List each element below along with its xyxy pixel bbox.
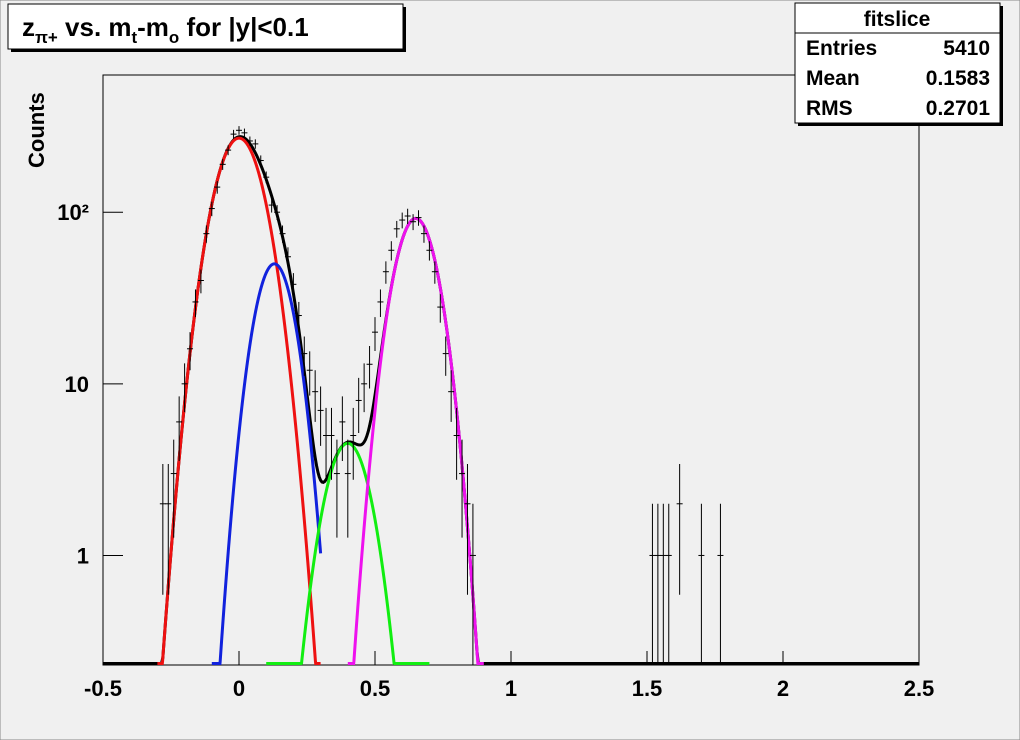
plot-area	[103, 126, 919, 665]
x-tick-label: 2	[777, 676, 789, 701]
stats-label: Mean	[806, 67, 860, 90]
stats-value: 0.1583	[926, 67, 990, 90]
text-part: -m	[137, 12, 169, 42]
stats-label: Entries	[806, 37, 877, 60]
x-tick-label: 1.5	[632, 676, 663, 701]
text-part: for |y|<0.1	[179, 12, 308, 42]
x-tick-label: 1	[505, 676, 517, 701]
stats-label: RMS	[806, 97, 853, 120]
text-subscript: t	[132, 28, 138, 47]
stats-box	[794, 2, 1001, 124]
y-tick-label: 10²	[57, 200, 89, 225]
fit-curve	[211, 262, 323, 665]
stats-rows: Entries 5410 Mean 0.1583 RMS 0.2701	[806, 37, 990, 120]
y-tick-label: 10	[65, 372, 89, 397]
x-tick-label: 0.5	[360, 676, 391, 701]
text-part: vs. m	[58, 12, 132, 42]
stats-value: 0.2701	[926, 97, 991, 120]
y-axis-label: Counts	[24, 92, 49, 168]
stats-title: fitslice	[864, 8, 931, 31]
y-tick-label: 1	[77, 543, 89, 568]
x-tick-label: -0.5	[84, 676, 122, 701]
x-tick-label: 0	[233, 676, 245, 701]
stats-value: 5410	[943, 37, 990, 60]
text-part: z	[22, 12, 35, 42]
text-subscript: o	[169, 28, 179, 47]
x-tick-label: 2.5	[904, 676, 935, 701]
title-box	[7, 3, 404, 50]
text-subscript: π+	[35, 28, 58, 47]
fit-curve	[347, 216, 484, 665]
plot-frame	[102, 74, 920, 666]
chart-title: zπ+ vs. mt-mo for |y|<0.1	[22, 12, 309, 47]
